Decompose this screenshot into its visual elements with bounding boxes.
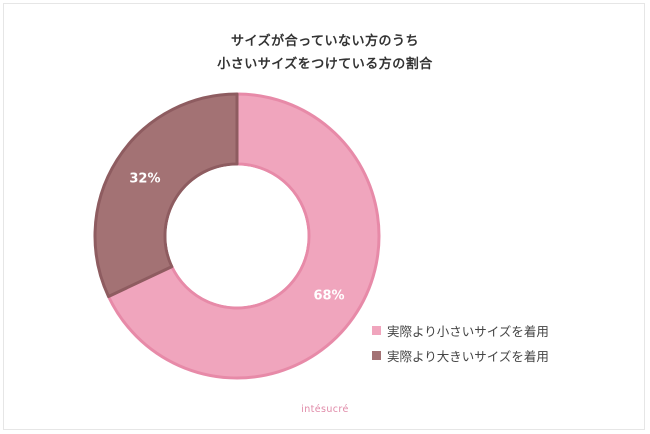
legend-label-larger: 実際より大きいサイズを着用: [387, 349, 549, 364]
value-label-smaller: 68%: [313, 288, 344, 303]
legend-swatch-smaller: [372, 326, 381, 335]
chart-title-line-2: 小さいサイズをつけている方の割合: [217, 57, 433, 72]
legend-item-smaller: 実際より小さいサイズを着用: [372, 318, 549, 343]
legend-item-larger: 実際より大きいサイズを着用: [372, 343, 549, 368]
slice-larger: [93, 92, 239, 298]
brand-logo-text: intésucré: [301, 404, 349, 415]
donut-hole: [166, 165, 308, 307]
donut-slices: [93, 92, 381, 380]
chart-title-line-1: サイズが合っていない方のうち: [231, 34, 419, 49]
chart-legend: 実際より小さいサイズを着用 実際より大きいサイズを着用: [372, 318, 549, 368]
legend-swatch-larger: [372, 351, 381, 360]
donut-value-labels: 68% 32%: [129, 172, 344, 304]
legend-label-smaller: 実際より小さいサイズを着用: [387, 324, 549, 339]
slice-smaller: [107, 92, 381, 380]
value-label-larger: 32%: [129, 172, 160, 187]
